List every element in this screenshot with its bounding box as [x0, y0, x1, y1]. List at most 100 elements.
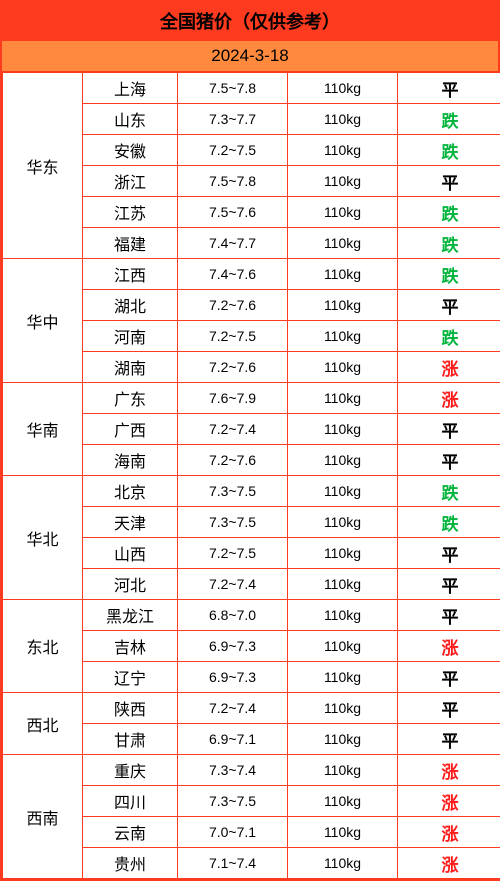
province-cell: 贵州 — [83, 848, 178, 879]
weight-cell: 110kg — [288, 786, 398, 817]
trend-cell: 平 — [398, 724, 500, 755]
province-cell: 安徽 — [83, 135, 178, 166]
price-cell: 7.2~7.5 — [178, 135, 288, 166]
province-cell: 天津 — [83, 507, 178, 538]
price-cell: 7.2~7.6 — [178, 290, 288, 321]
weight-cell: 110kg — [288, 631, 398, 662]
weight-cell: 110kg — [288, 135, 398, 166]
price-cell: 7.3~7.5 — [178, 786, 288, 817]
price-cell: 7.2~7.4 — [178, 414, 288, 445]
province-cell: 黑龙江 — [83, 600, 178, 631]
trend-cell: 跌 — [398, 228, 500, 259]
price-cell: 7.5~7.8 — [178, 166, 288, 197]
price-cell: 7.2~7.4 — [178, 693, 288, 724]
price-cell: 7.2~7.6 — [178, 445, 288, 476]
province-cell: 上海 — [83, 73, 178, 104]
price-cell: 7.2~7.4 — [178, 569, 288, 600]
trend-cell: 平 — [398, 73, 500, 104]
weight-cell: 110kg — [288, 507, 398, 538]
province-cell: 北京 — [83, 476, 178, 507]
trend-cell: 平 — [398, 414, 500, 445]
price-cell: 6.9~7.3 — [178, 662, 288, 693]
trend-cell: 跌 — [398, 104, 500, 135]
weight-cell: 110kg — [288, 662, 398, 693]
weight-cell: 110kg — [288, 724, 398, 755]
region-cell: 华南 — [3, 383, 83, 476]
trend-cell: 涨 — [398, 786, 500, 817]
weight-cell: 110kg — [288, 538, 398, 569]
trend-cell: 跌 — [398, 321, 500, 352]
province-cell: 湖南 — [83, 352, 178, 383]
weight-cell: 110kg — [288, 693, 398, 724]
price-cell: 7.3~7.4 — [178, 755, 288, 786]
price-cell: 7.2~7.5 — [178, 538, 288, 569]
weight-cell: 110kg — [288, 848, 398, 879]
weight-cell: 110kg — [288, 755, 398, 786]
province-cell: 海南 — [83, 445, 178, 476]
province-cell: 云南 — [83, 817, 178, 848]
weight-cell: 110kg — [288, 104, 398, 135]
weight-cell: 110kg — [288, 228, 398, 259]
weight-cell: 110kg — [288, 321, 398, 352]
table-row: 西南重庆7.3~7.4110kg涨 — [3, 755, 500, 786]
province-cell: 广东 — [83, 383, 178, 414]
trend-cell: 涨 — [398, 383, 500, 414]
price-cell: 7.3~7.5 — [178, 476, 288, 507]
trend-cell: 跌 — [398, 507, 500, 538]
weight-cell: 110kg — [288, 445, 398, 476]
weight-cell: 110kg — [288, 600, 398, 631]
trend-cell: 平 — [398, 600, 500, 631]
province-cell: 辽宁 — [83, 662, 178, 693]
weight-cell: 110kg — [288, 817, 398, 848]
province-cell: 浙江 — [83, 166, 178, 197]
table-row: 华南广东7.6~7.9110kg涨 — [3, 383, 500, 414]
weight-cell: 110kg — [288, 414, 398, 445]
price-cell: 7.2~7.6 — [178, 352, 288, 383]
weight-cell: 110kg — [288, 569, 398, 600]
price-cell: 7.1~7.4 — [178, 848, 288, 879]
region-cell: 华东 — [3, 73, 83, 259]
province-cell: 重庆 — [83, 755, 178, 786]
trend-cell: 平 — [398, 662, 500, 693]
region-cell: 西南 — [3, 755, 83, 879]
weight-cell: 110kg — [288, 166, 398, 197]
trend-cell: 平 — [398, 445, 500, 476]
price-cell: 7.3~7.7 — [178, 104, 288, 135]
province-cell: 河南 — [83, 321, 178, 352]
page-title: 全国猪价（仅供参考） — [2, 2, 498, 41]
trend-cell: 平 — [398, 538, 500, 569]
table-row: 华中江西7.4~7.6110kg跌 — [3, 259, 500, 290]
table-row: 华北北京7.3~7.5110kg跌 — [3, 476, 500, 507]
province-cell: 江西 — [83, 259, 178, 290]
trend-cell: 平 — [398, 166, 500, 197]
trend-cell: 涨 — [398, 848, 500, 879]
province-cell: 福建 — [83, 228, 178, 259]
region-cell: 东北 — [3, 600, 83, 693]
price-cell: 7.3~7.5 — [178, 507, 288, 538]
price-cell: 6.8~7.0 — [178, 600, 288, 631]
trend-cell: 涨 — [398, 352, 500, 383]
price-cell: 7.5~7.6 — [178, 197, 288, 228]
region-cell: 华北 — [3, 476, 83, 600]
province-cell: 吉林 — [83, 631, 178, 662]
trend-cell: 跌 — [398, 135, 500, 166]
region-cell: 华中 — [3, 259, 83, 383]
weight-cell: 110kg — [288, 383, 398, 414]
province-cell: 广西 — [83, 414, 178, 445]
province-cell: 江苏 — [83, 197, 178, 228]
trend-cell: 跌 — [398, 476, 500, 507]
province-cell: 河北 — [83, 569, 178, 600]
price-cell: 6.9~7.1 — [178, 724, 288, 755]
province-cell: 山西 — [83, 538, 178, 569]
date-label: 2024-3-18 — [2, 41, 498, 72]
price-cell: 7.2~7.5 — [178, 321, 288, 352]
trend-cell: 跌 — [398, 259, 500, 290]
trend-cell: 涨 — [398, 631, 500, 662]
price-cell: 7.4~7.7 — [178, 228, 288, 259]
price-cell: 7.6~7.9 — [178, 383, 288, 414]
province-cell: 陕西 — [83, 693, 178, 724]
weight-cell: 110kg — [288, 290, 398, 321]
price-cell: 7.5~7.8 — [178, 73, 288, 104]
province-cell: 四川 — [83, 786, 178, 817]
province-cell: 山东 — [83, 104, 178, 135]
